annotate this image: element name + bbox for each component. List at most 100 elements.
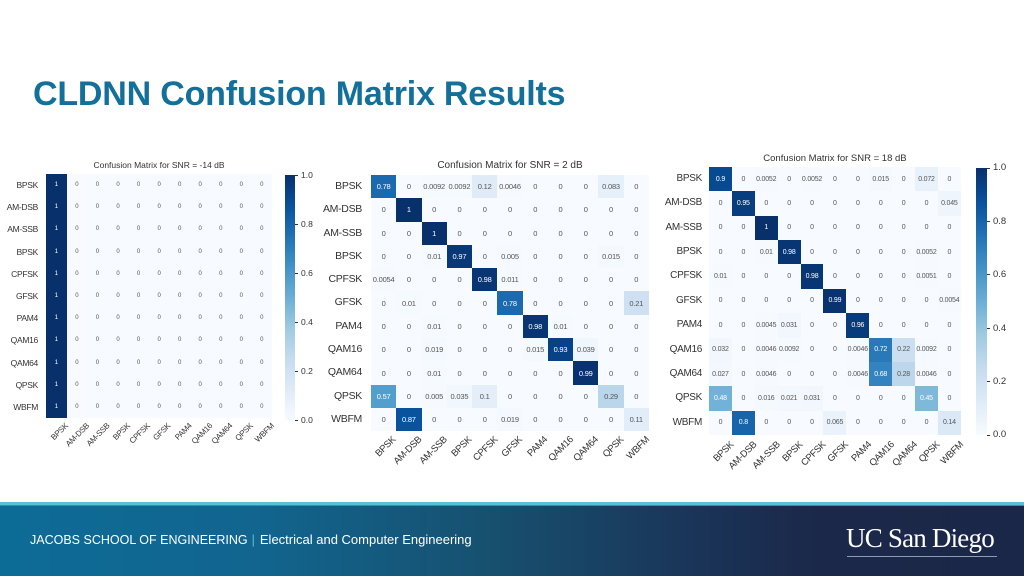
heatmap-cell: 0.72 — [869, 337, 893, 362]
heatmap-cell: 0 — [169, 373, 190, 396]
heatmap-cell: 0 — [869, 240, 893, 265]
heatmap-cell: 0 — [421, 407, 447, 432]
confusion-matrix-snr-minus-14db: Confusion Matrix for SNR = -14 dB BPSK AM-… — [7, 160, 313, 449]
y-tick-label: AM-DSB — [664, 197, 702, 209]
heatmap-cell: 0 — [251, 395, 273, 419]
heatmap-cell: 0 — [230, 262, 252, 285]
heatmap-cell: 0 — [598, 198, 624, 222]
heatmap-cell: 0 — [823, 240, 847, 265]
x-tick-label: WBFM — [252, 421, 276, 445]
x-tick-label: QAM16 — [189, 421, 214, 446]
heatmap-cell: 0.99 — [573, 361, 599, 385]
heatmap-cell: 0 — [169, 240, 190, 263]
x-tick-label: QPSK — [233, 421, 255, 443]
y-tick-label: BPSK — [676, 246, 703, 258]
heatmap-cell: 0.01 — [421, 244, 447, 269]
heatmap-cell: 0.01 — [709, 264, 732, 289]
heatmap-cell: 0 — [472, 291, 498, 315]
heatmap-cell: 0 — [522, 361, 548, 385]
heatmap-cell: 0 — [623, 338, 649, 362]
chart-title: Confusion Matrix for SNR = -14 dB — [93, 159, 225, 170]
heatmap-cell: 0 — [598, 407, 624, 432]
heatmap-cell: 0 — [210, 262, 231, 285]
x-tick-label: WBFM — [623, 434, 652, 463]
heatmap-cell: 0 — [573, 244, 599, 269]
heatmap-cell: 0 — [230, 284, 252, 308]
footer-accent-line-inner — [0, 505, 1024, 506]
heatmap-cell: 0 — [777, 288, 801, 314]
colorbar-tick-label: 0.4 — [993, 322, 1007, 334]
colorbar-tick-mark — [987, 274, 990, 276]
heatmap-cell: 0 — [446, 221, 473, 245]
y-tick-label: WBFM — [331, 412, 362, 425]
heatmap-cell: 0 — [598, 268, 624, 292]
heatmap-cell: 0 — [598, 314, 624, 339]
heatmap-cell: 0.1 — [472, 384, 498, 408]
heatmap-cell: 0 — [230, 174, 252, 197]
heatmap-cell: 0 — [497, 338, 523, 362]
heatmap-cell: 0 — [87, 329, 108, 352]
heatmap-cell: 0 — [709, 410, 732, 435]
y-tick-label: AM-DSB — [322, 203, 362, 216]
heatmap-cell: 0.01 — [396, 291, 422, 315]
footer-banner: JACOBS SCHOOL OF ENGINEERING | Electrical … — [0, 502, 1024, 576]
heatmap-cell: 0.01 — [421, 314, 447, 339]
colorbar-tick-mark — [295, 223, 298, 225]
heatmap-cell: 1 — [46, 218, 67, 241]
heatmap-cell: 0 — [169, 307, 190, 330]
y-tick-label: WBFM — [672, 416, 703, 428]
heatmap-cell: 0 — [371, 314, 397, 339]
heatmap-cell: 0 — [937, 240, 961, 265]
heatmap-cell: 0 — [623, 314, 649, 339]
heatmap-cell: 0 — [87, 373, 108, 396]
heatmap-cell: 0 — [915, 288, 938, 314]
heatmap-cell: 1 — [46, 373, 67, 396]
heatmap-cell: 0 — [869, 386, 893, 411]
heatmap-cell: 0 — [800, 288, 824, 314]
heatmap-cell: 0.12 — [472, 175, 498, 199]
heatmap-cell: 0 — [128, 196, 149, 219]
heatmap-cell: 0 — [107, 329, 129, 352]
heatmap-cell: 0 — [169, 351, 190, 374]
colorbar-tick-mark — [987, 434, 990, 436]
heatmap-cell: 0 — [189, 395, 211, 419]
heatmap-cell: 0 — [522, 198, 548, 222]
heatmap-cell: 0 — [522, 244, 548, 269]
heatmap-cell: 0 — [754, 191, 778, 216]
heatmap-cell: 0 — [396, 268, 422, 292]
heatmap-cell: 0 — [148, 262, 170, 285]
y-tick-label: QPSK — [334, 389, 362, 402]
heatmap-cell: 0 — [547, 268, 574, 292]
heatmap-cell: 0 — [623, 198, 649, 222]
heatmap-cell: 0 — [846, 191, 870, 216]
heatmap-cell: 0 — [251, 240, 273, 263]
heatmap-cell: 0 — [892, 167, 916, 192]
heatmap-cell: 0 — [777, 215, 801, 241]
heatmap-cell: 0 — [547, 407, 574, 432]
heatmap-cell: 0 — [421, 291, 447, 315]
heatmap-cell: 0 — [497, 221, 523, 245]
heatmap-cell: 0 — [210, 307, 231, 330]
heatmap-cell: 0 — [230, 373, 252, 396]
colorbar-tick-mark — [295, 321, 298, 323]
heatmap-cell: 0 — [371, 291, 397, 315]
heatmap-cell: 0 — [189, 262, 211, 285]
heatmap-cell: 0 — [107, 395, 129, 419]
heatmap-cell: 0 — [189, 284, 211, 308]
y-tick-label: QPSK — [15, 379, 39, 390]
heatmap-cell: 0 — [251, 373, 273, 396]
heatmap-cell: 0.0051 — [915, 264, 938, 289]
colorbar-tick-mark — [987, 220, 990, 222]
heatmap-cell: 0 — [623, 384, 649, 408]
heatmap-cell: 0 — [148, 218, 170, 241]
heatmap-cell: 0.0092 — [777, 337, 801, 362]
heatmap-cell: 0.0046 — [846, 361, 870, 387]
y-tick-label: BPSK — [335, 249, 362, 262]
heatmap-cell: 0 — [107, 174, 129, 197]
heatmap-cell: 0 — [573, 384, 599, 408]
heatmap-cell: 0 — [731, 167, 755, 192]
heatmap-cell: 0 — [623, 268, 649, 292]
heatmap-cell: 0 — [189, 196, 211, 219]
heatmap-cell: 0 — [128, 218, 149, 241]
heatmap-cell: 0 — [522, 221, 548, 245]
